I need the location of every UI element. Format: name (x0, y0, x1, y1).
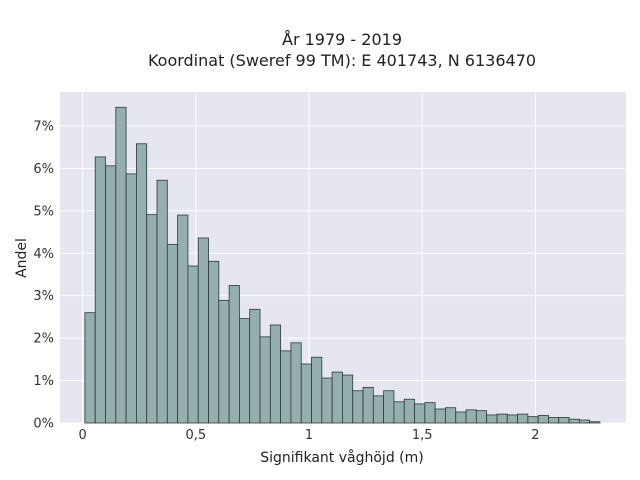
histogram-bar (290, 342, 302, 424)
x-tick-label: 1,5 (412, 428, 433, 443)
y-tick-label: 4% (33, 247, 54, 262)
histogram-bar (166, 243, 179, 424)
histogram-bar (187, 265, 199, 424)
histogram-bar (249, 308, 261, 424)
histogram-bar (434, 408, 446, 424)
x-axis-label: Signifikant våghöjd (m) (260, 449, 423, 466)
histogram-bar (362, 386, 374, 424)
histogram-bars (84, 106, 601, 424)
histogram-bar (414, 403, 426, 424)
histogram-bar (280, 350, 292, 424)
histogram-bar (589, 421, 601, 424)
x-tick-label: 0,5 (185, 428, 206, 443)
histogram-bar (125, 173, 137, 424)
histogram-bar (321, 377, 333, 424)
histogram-bar (156, 179, 168, 424)
histogram-bar (372, 395, 385, 424)
x-tick-label: 0 (78, 428, 86, 443)
histogram-bar (94, 156, 106, 424)
histogram-bar (403, 398, 415, 424)
histogram-bar (537, 414, 549, 424)
tick-labels: 0% 1% 2% 3% 4% 5% 6% 7% 0 0,5 1 1,5 2 (33, 119, 539, 443)
histogram-bar (496, 413, 508, 424)
histogram-bar (177, 214, 189, 424)
histogram-bar (259, 336, 271, 424)
histogram-bar (228, 285, 240, 424)
histogram-bar (84, 312, 96, 424)
histogram-bar (300, 363, 312, 424)
histogram-bar (445, 407, 457, 424)
histogram-bar (218, 299, 230, 424)
histogram-bar (197, 237, 209, 424)
histogram-bar (146, 214, 158, 424)
chart-subtitle: Koordinat (Sweref 99 TM): E 401743, N 61… (148, 51, 536, 70)
histogram-bar (527, 416, 539, 424)
histogram-bar (465, 409, 477, 424)
histogram-bar (486, 414, 498, 424)
histogram-bar (269, 324, 282, 424)
histogram-bar (105, 165, 117, 424)
histogram-bar (383, 390, 395, 424)
x-tick-label: 2 (531, 428, 539, 443)
histogram-bar (393, 401, 405, 424)
y-tick-label: 5% (33, 204, 54, 219)
histogram-bar (115, 106, 127, 424)
histogram-bar (578, 419, 591, 424)
y-tick-label: 1% (33, 374, 54, 389)
y-tick-label: 7% (33, 119, 54, 134)
x-tick-label: 1 (305, 428, 313, 443)
y-tick-label: 6% (33, 162, 54, 177)
histogram-bar (517, 413, 529, 424)
histogram-bar (342, 374, 354, 424)
histogram-bar (136, 143, 148, 424)
histogram-bar (352, 390, 364, 424)
histogram-bar (311, 356, 323, 424)
histogram-bar (331, 371, 343, 424)
histogram-bar (455, 411, 467, 424)
histogram-bar (208, 260, 220, 424)
histogram-bar (548, 417, 560, 424)
y-axis-label: Andel (14, 238, 30, 278)
histogram-bar (568, 418, 580, 424)
histogram-bar (424, 402, 436, 424)
y-tick-label: 3% (33, 289, 54, 304)
histogram-bar (475, 410, 488, 424)
y-tick-label: 2% (33, 332, 54, 347)
histogram-bar (558, 417, 570, 424)
chart-title: År 1979 - 2019 (282, 30, 402, 49)
y-tick-label: 0% (33, 417, 54, 432)
histogram-bar (239, 318, 251, 424)
histogram-bar (506, 414, 518, 424)
